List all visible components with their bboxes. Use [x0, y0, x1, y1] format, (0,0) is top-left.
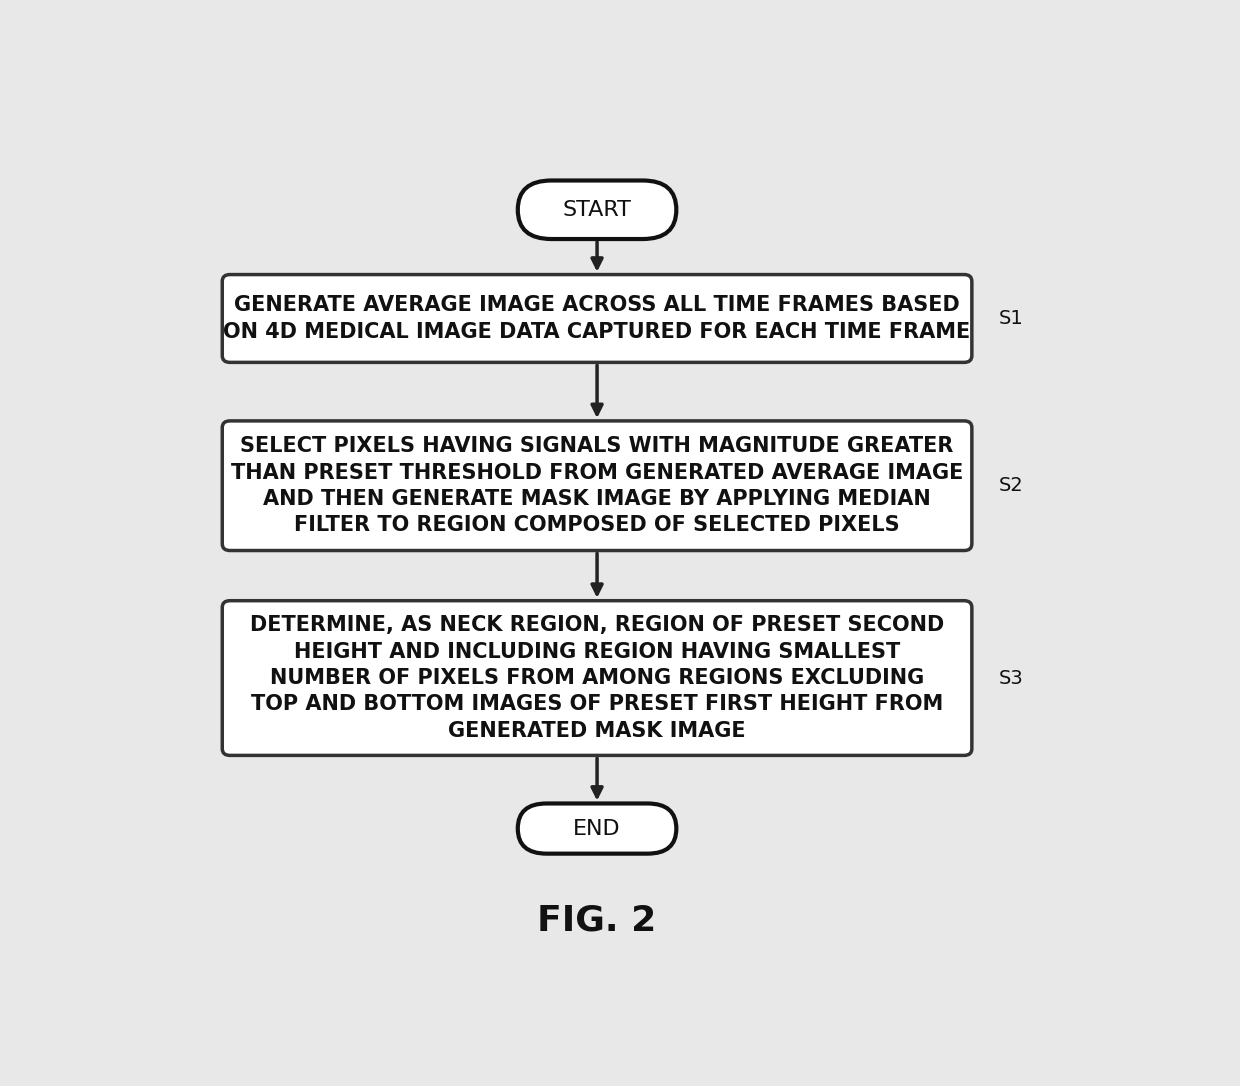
Text: SELECT PIXELS HAVING SIGNALS WITH MAGNITUDE GREATER
THAN PRESET THRESHOLD FROM G: SELECT PIXELS HAVING SIGNALS WITH MAGNIT…	[231, 437, 963, 535]
Text: S1: S1	[998, 310, 1023, 328]
FancyBboxPatch shape	[518, 180, 676, 239]
FancyBboxPatch shape	[518, 804, 676, 854]
FancyBboxPatch shape	[222, 421, 972, 551]
Text: START: START	[563, 200, 631, 219]
FancyBboxPatch shape	[222, 601, 972, 756]
Text: S3: S3	[998, 669, 1023, 687]
Text: FIG. 2: FIG. 2	[537, 904, 657, 937]
Text: DETERMINE, AS NECK REGION, REGION OF PRESET SECOND
HEIGHT AND INCLUDING REGION H: DETERMINE, AS NECK REGION, REGION OF PRE…	[250, 616, 944, 741]
Text: END: END	[573, 819, 621, 838]
Text: S2: S2	[998, 477, 1023, 495]
Text: GENERATE AVERAGE IMAGE ACROSS ALL TIME FRAMES BASED
ON 4D MEDICAL IMAGE DATA CAP: GENERATE AVERAGE IMAGE ACROSS ALL TIME F…	[223, 295, 971, 342]
FancyBboxPatch shape	[222, 275, 972, 363]
